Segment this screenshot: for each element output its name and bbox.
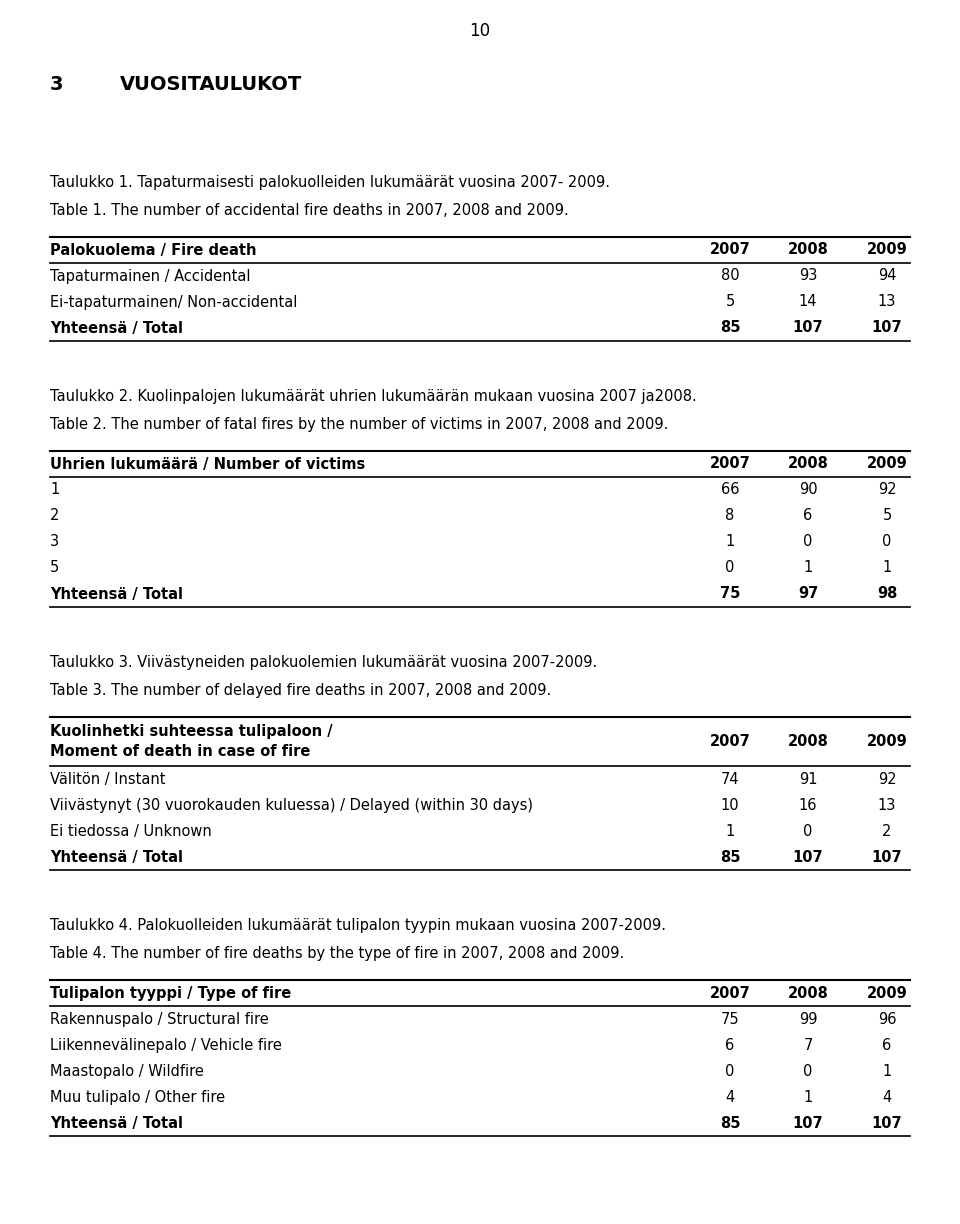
Text: Taulukko 2. Kuolinpalojen lukumäärät uhrien lukumäärän mukaan vuosina 2007 ja200: Taulukko 2. Kuolinpalojen lukumäärät uhr… [50, 389, 697, 404]
Text: 92: 92 [877, 482, 897, 497]
Text: Kuolinhetki suhteessa tulipaloon /: Kuolinhetki suhteessa tulipaloon / [50, 725, 332, 739]
Text: 1: 1 [804, 1089, 812, 1105]
Text: Palokuolema / Fire death: Palokuolema / Fire death [50, 242, 256, 257]
Text: 2: 2 [882, 824, 892, 838]
Text: 75: 75 [721, 1012, 739, 1027]
Text: 2007: 2007 [709, 242, 751, 257]
Text: Yhteensä / Total: Yhteensä / Total [50, 849, 183, 865]
Text: 16: 16 [799, 798, 817, 813]
Text: Välitön / Instant: Välitön / Instant [50, 772, 165, 787]
Text: 10: 10 [721, 798, 739, 813]
Text: 75: 75 [720, 586, 740, 601]
Text: 2008: 2008 [787, 734, 828, 749]
Text: 1: 1 [726, 824, 734, 838]
Text: 94: 94 [877, 268, 897, 284]
Text: 1: 1 [726, 535, 734, 550]
Text: 80: 80 [721, 268, 739, 284]
Text: 1: 1 [882, 1064, 892, 1078]
Text: 4: 4 [726, 1089, 734, 1105]
Text: 2007: 2007 [709, 985, 751, 1001]
Text: 2008: 2008 [787, 457, 828, 471]
Text: 2008: 2008 [787, 242, 828, 257]
Text: 74: 74 [721, 772, 739, 787]
Text: 2009: 2009 [867, 457, 907, 471]
Text: Tapaturmainen / Accidental: Tapaturmainen / Accidental [50, 268, 251, 284]
Text: Uhrien lukumäärä / Number of victims: Uhrien lukumäärä / Number of victims [50, 457, 365, 471]
Text: 2007: 2007 [709, 457, 751, 471]
Text: 97: 97 [798, 586, 818, 601]
Text: Table 2. The number of fatal fires by the number of victims in 2007, 2008 and 20: Table 2. The number of fatal fires by th… [50, 417, 668, 432]
Text: 85: 85 [720, 321, 740, 335]
Text: 107: 107 [872, 849, 902, 865]
Text: 2: 2 [50, 508, 60, 524]
Text: VUOSITAULUKOT: VUOSITAULUKOT [120, 75, 302, 94]
Text: Ei-tapaturmainen/ Non-accidental: Ei-tapaturmainen/ Non-accidental [50, 295, 298, 310]
Text: 3: 3 [50, 75, 63, 94]
Text: 5: 5 [50, 561, 60, 575]
Text: 10: 10 [469, 22, 491, 40]
Text: 93: 93 [799, 268, 817, 284]
Text: 91: 91 [799, 772, 817, 787]
Text: 1: 1 [882, 561, 892, 575]
Text: Table 1. The number of accidental fire deaths in 2007, 2008 and 2009.: Table 1. The number of accidental fire d… [50, 203, 568, 218]
Text: 0: 0 [726, 1064, 734, 1078]
Text: Moment of death in case of fire: Moment of death in case of fire [50, 744, 310, 759]
Text: 2008: 2008 [787, 985, 828, 1001]
Text: Muu tulipalo / Other fire: Muu tulipalo / Other fire [50, 1089, 226, 1105]
Text: Table 4. The number of fire deaths by the type of fire in 2007, 2008 and 2009.: Table 4. The number of fire deaths by th… [50, 946, 624, 961]
Text: Yhteensä / Total: Yhteensä / Total [50, 1116, 183, 1131]
Text: 8: 8 [726, 508, 734, 524]
Text: 2007: 2007 [709, 734, 751, 749]
Text: 1: 1 [50, 482, 60, 497]
Text: 13: 13 [877, 295, 897, 310]
Text: 1: 1 [804, 561, 812, 575]
Text: 0: 0 [882, 535, 892, 550]
Text: 107: 107 [793, 1116, 824, 1131]
Text: 107: 107 [793, 321, 824, 335]
Text: 13: 13 [877, 798, 897, 813]
Text: Yhteensä / Total: Yhteensä / Total [50, 586, 183, 601]
Text: Table 3. The number of delayed fire deaths in 2007, 2008 and 2009.: Table 3. The number of delayed fire deat… [50, 683, 551, 698]
Text: 0: 0 [804, 824, 813, 838]
Text: 90: 90 [799, 482, 817, 497]
Text: 0: 0 [804, 535, 813, 550]
Text: 7: 7 [804, 1038, 813, 1053]
Text: 4: 4 [882, 1089, 892, 1105]
Text: 107: 107 [872, 1116, 902, 1131]
Text: Tulipalon tyyppi / Type of fire: Tulipalon tyyppi / Type of fire [50, 985, 291, 1001]
Text: 2009: 2009 [867, 242, 907, 257]
Text: 2009: 2009 [867, 734, 907, 749]
Text: 107: 107 [793, 849, 824, 865]
Text: 0: 0 [726, 561, 734, 575]
Text: Liikennevälinepalo / Vehicle fire: Liikennevälinepalo / Vehicle fire [50, 1038, 282, 1053]
Text: 6: 6 [726, 1038, 734, 1053]
Text: 6: 6 [804, 508, 812, 524]
Text: 96: 96 [877, 1012, 897, 1027]
Text: 98: 98 [876, 586, 898, 601]
Text: Taulukko 4. Palokuolleiden lukumäärät tulipalon tyypin mukaan vuosina 2007-2009.: Taulukko 4. Palokuolleiden lukumäärät tu… [50, 918, 666, 934]
Text: 85: 85 [720, 849, 740, 865]
Text: 92: 92 [877, 772, 897, 787]
Text: Taulukko 3. Viivästyneiden palokuolemien lukumäärät vuosina 2007-2009.: Taulukko 3. Viivästyneiden palokuolemien… [50, 655, 597, 670]
Text: Maastopalo / Wildfire: Maastopalo / Wildfire [50, 1064, 204, 1078]
Text: Ei tiedossa / Unknown: Ei tiedossa / Unknown [50, 824, 212, 838]
Text: 2009: 2009 [867, 985, 907, 1001]
Text: 66: 66 [721, 482, 739, 497]
Text: 6: 6 [882, 1038, 892, 1053]
Text: 107: 107 [872, 321, 902, 335]
Text: Taulukko 1. Tapaturmaisesti palokuolleiden lukumäärät vuosina 2007- 2009.: Taulukko 1. Tapaturmaisesti palokuolleid… [50, 175, 610, 190]
Text: 85: 85 [720, 1116, 740, 1131]
Text: Yhteensä / Total: Yhteensä / Total [50, 321, 183, 335]
Text: Viivästynyt (30 vuorokauden kuluessa) / Delayed (within 30 days): Viivästynyt (30 vuorokauden kuluessa) / … [50, 798, 533, 813]
Text: 5: 5 [882, 508, 892, 524]
Text: 99: 99 [799, 1012, 817, 1027]
Text: 14: 14 [799, 295, 817, 310]
Text: 0: 0 [804, 1064, 813, 1078]
Text: 5: 5 [726, 295, 734, 310]
Text: Rakennuspalo / Structural fire: Rakennuspalo / Structural fire [50, 1012, 269, 1027]
Text: 3: 3 [50, 535, 60, 550]
